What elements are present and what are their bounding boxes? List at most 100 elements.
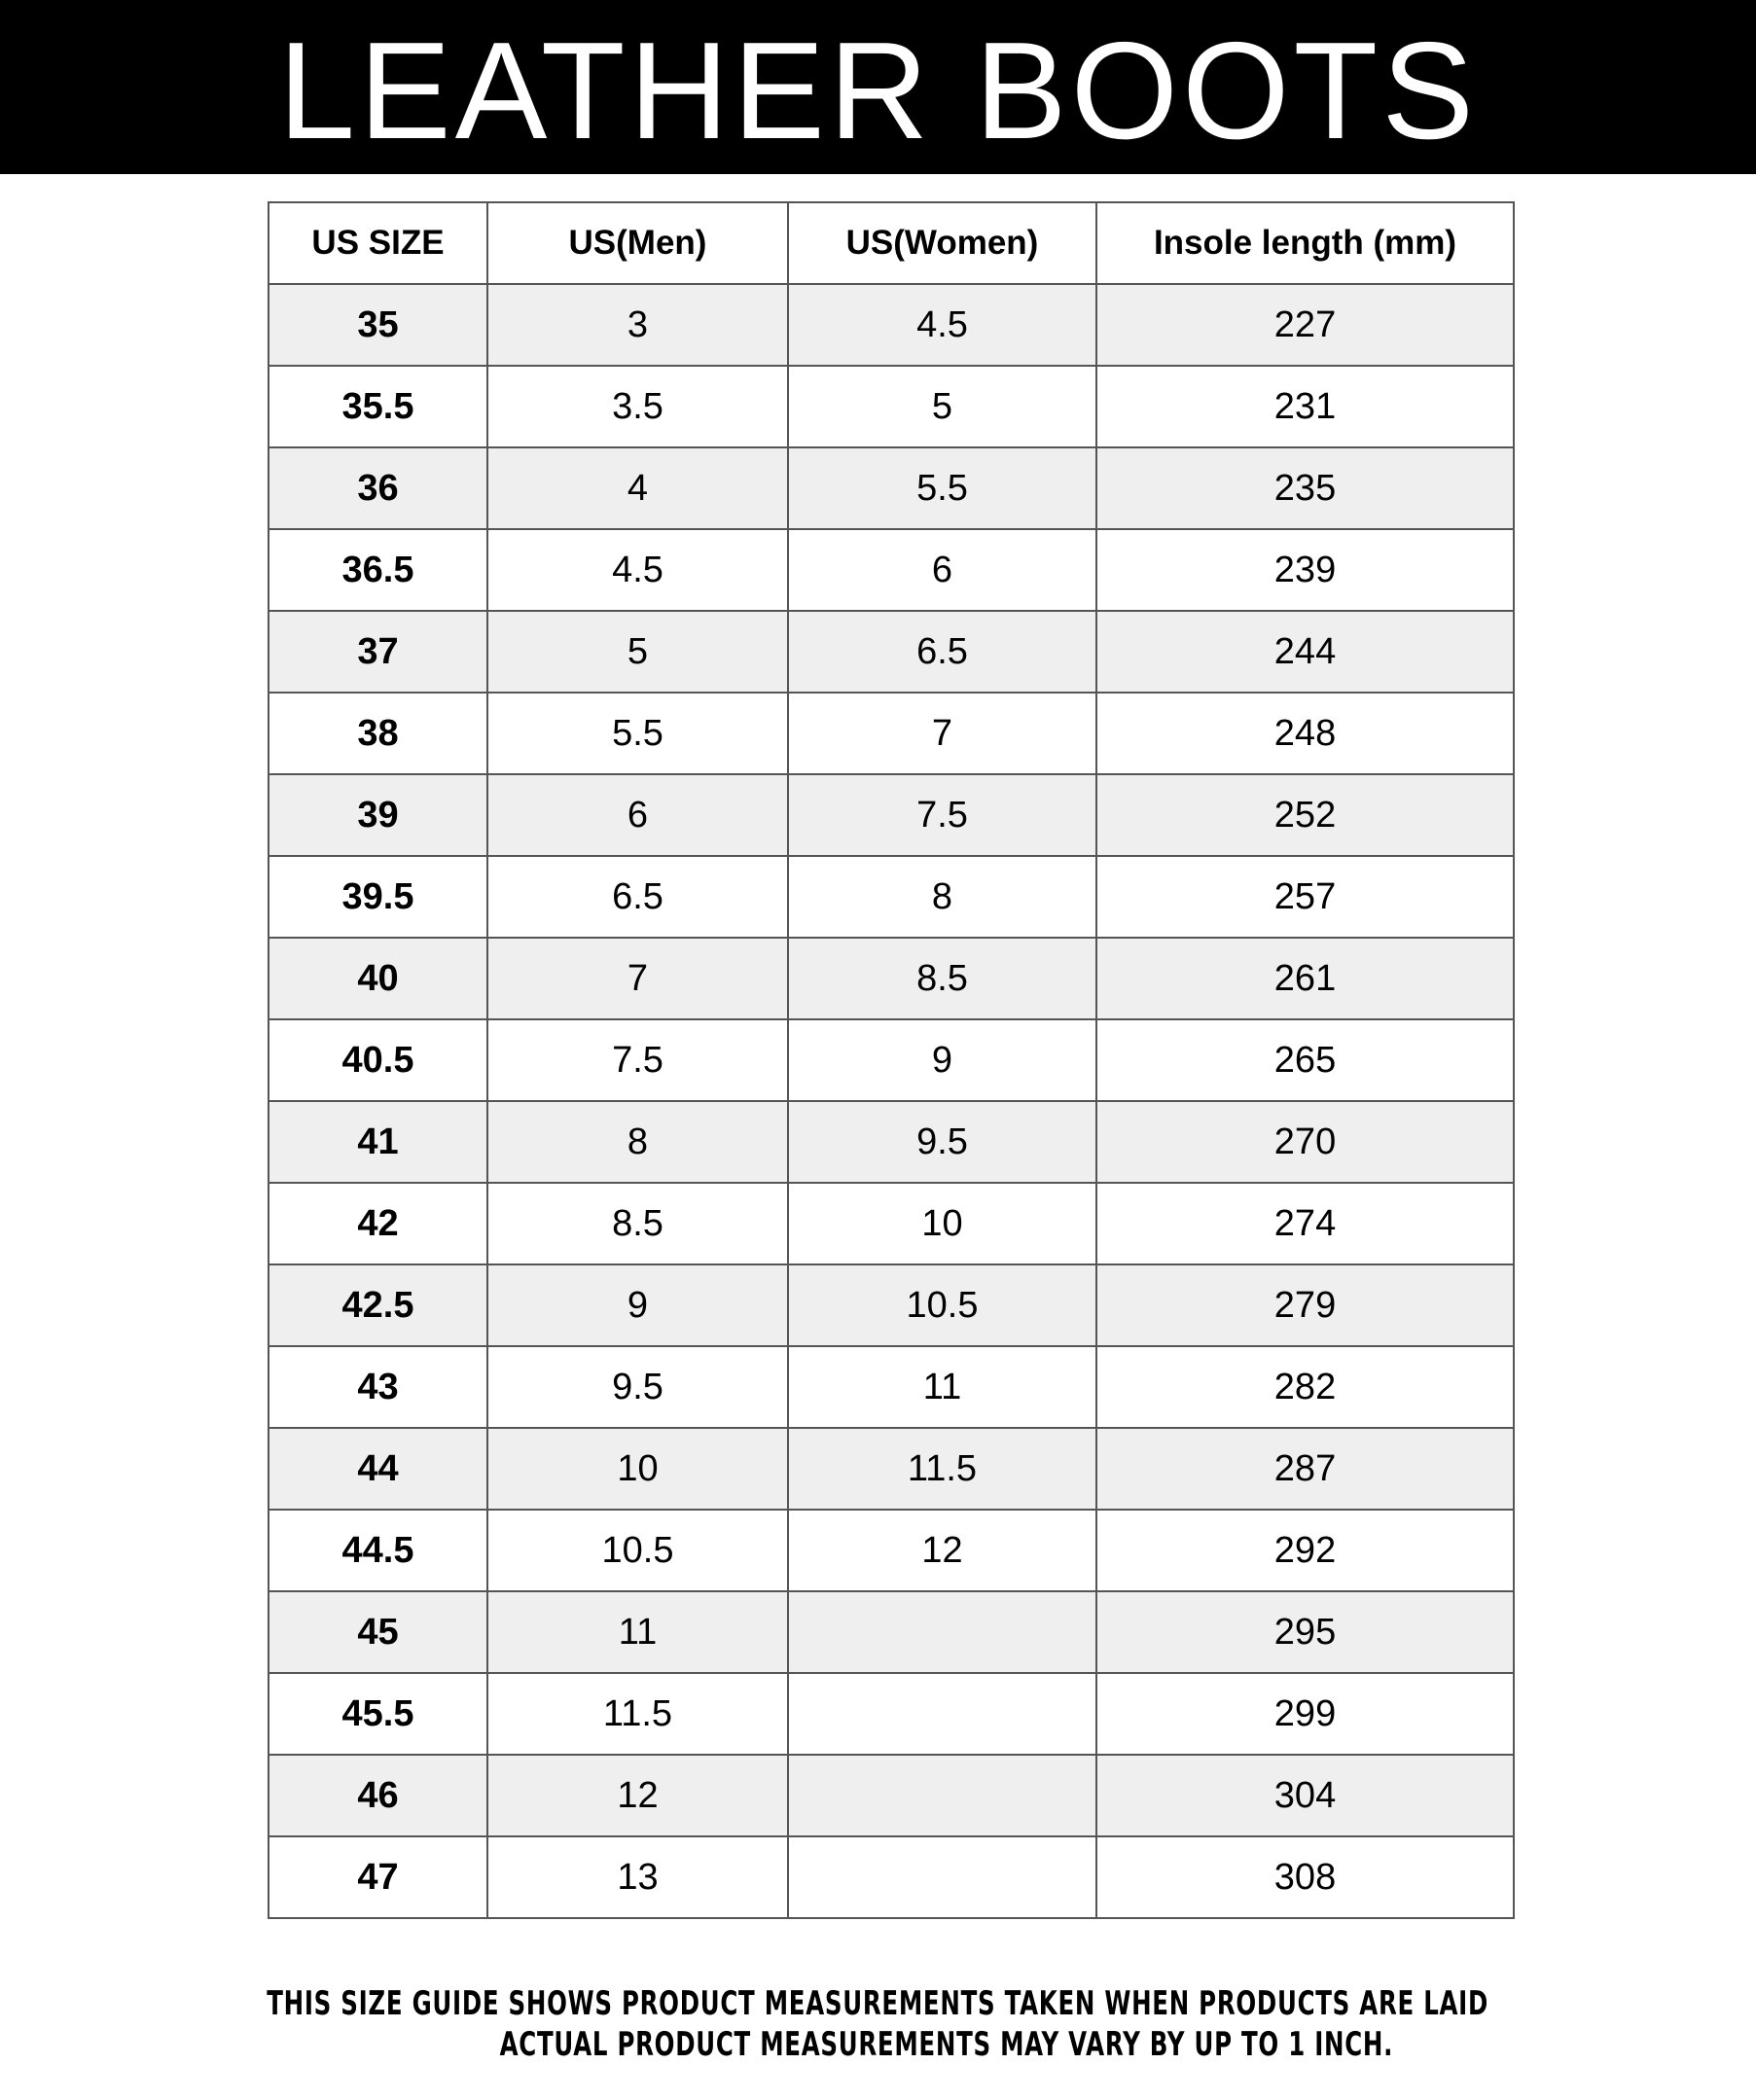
cell-us-men: 6.5 — [486, 855, 789, 939]
size-chart-table: US SIZE US(Men) US(Women) Insole length … — [268, 201, 1515, 1919]
cell-us-size: 39.5 — [268, 855, 488, 939]
table-row: 45.5 11.5 299 — [268, 1672, 1515, 1756]
cell-us-size: 46 — [268, 1754, 488, 1837]
cell-us-men: 8 — [486, 1100, 789, 1184]
table-row: 41 8 9.5 270 — [268, 1100, 1515, 1184]
cell-insole-length: 227 — [1095, 283, 1515, 367]
table-row: 35.5 3.5 5 231 — [268, 365, 1515, 448]
cell-us-men: 10 — [486, 1427, 789, 1511]
cell-insole-length: 248 — [1095, 692, 1515, 775]
cell-us-men: 3 — [486, 283, 789, 367]
cell-us-women: 4.5 — [787, 283, 1097, 367]
cell-us-women: 8.5 — [787, 937, 1097, 1020]
title-banner: LEATHER BOOTS — [0, 0, 1756, 174]
cell-us-women: 12 — [787, 1509, 1097, 1592]
table-row: 36.5 4.5 6 239 — [268, 528, 1515, 612]
cell-us-men: 6 — [486, 773, 789, 857]
cell-us-men: 7 — [486, 937, 789, 1020]
cell-insole-length: 304 — [1095, 1754, 1515, 1837]
footer-text-2: ACTUAL PRODUCT MEASUREMENTS MAY VARY BY … — [499, 2025, 1393, 2064]
cell-us-size: 35.5 — [268, 365, 488, 448]
cell-us-men: 11 — [486, 1590, 789, 1674]
cell-us-men: 9.5 — [486, 1345, 789, 1429]
table-row: 43 9.5 11 282 — [268, 1345, 1515, 1429]
cell-us-men: 5 — [486, 610, 789, 694]
cell-us-size: 45.5 — [268, 1672, 488, 1756]
table-row: 44 10 11.5 287 — [268, 1427, 1515, 1511]
cell-insole-length: 235 — [1095, 446, 1515, 530]
cell-us-men: 4.5 — [486, 528, 789, 612]
table-row: 36 4 5.5 235 — [268, 446, 1515, 530]
cell-us-size: 39 — [268, 773, 488, 857]
cell-us-women — [787, 1754, 1097, 1837]
header-us-women: US(Women) — [787, 201, 1097, 285]
cell-insole-length: 279 — [1095, 1264, 1515, 1347]
cell-us-men: 7.5 — [486, 1018, 789, 1102]
footer-note-line-1: THIS SIZE GUIDE SHOWS PRODUCT MEASUREMEN… — [0, 1984, 1756, 2023]
cell-us-women: 8 — [787, 855, 1097, 939]
cell-us-men: 5.5 — [486, 692, 789, 775]
table-row: 42.5 9 10.5 279 — [268, 1264, 1515, 1347]
cell-insole-length: 265 — [1095, 1018, 1515, 1102]
table-row: 40.5 7.5 9 265 — [268, 1018, 1515, 1102]
cell-insole-length: 299 — [1095, 1672, 1515, 1756]
cell-us-men: 4 — [486, 446, 789, 530]
cell-us-women: 11.5 — [787, 1427, 1097, 1511]
cell-us-men: 11.5 — [486, 1672, 789, 1756]
table-row: 39 6 7.5 252 — [268, 773, 1515, 857]
cell-us-women: 6.5 — [787, 610, 1097, 694]
cell-us-size: 40 — [268, 937, 488, 1020]
page-title: LEATHER BOOTS — [278, 13, 1478, 168]
cell-insole-length: 292 — [1095, 1509, 1515, 1592]
header-insole-length: Insole length (mm) — [1095, 201, 1515, 285]
cell-us-women — [787, 1835, 1097, 1919]
cell-us-size: 42 — [268, 1182, 488, 1265]
cell-us-size: 42.5 — [268, 1264, 488, 1347]
cell-us-men: 13 — [486, 1835, 789, 1919]
header-us-men: US(Men) — [486, 201, 789, 285]
cell-us-size: 38 — [268, 692, 488, 775]
cell-us-size: 47 — [268, 1835, 488, 1919]
table-row: 44.5 10.5 12 292 — [268, 1509, 1515, 1592]
cell-us-women — [787, 1672, 1097, 1756]
table-row: 35 3 4.5 227 — [268, 283, 1515, 367]
cell-us-women: 10.5 — [787, 1264, 1097, 1347]
table-row: 46 12 304 — [268, 1754, 1515, 1837]
table-row: 40 7 8.5 261 — [268, 937, 1515, 1020]
table-row: 42 8.5 10 274 — [268, 1182, 1515, 1265]
cell-us-size: 36.5 — [268, 528, 488, 612]
table-row: 45 11 295 — [268, 1590, 1515, 1674]
cell-us-women: 11 — [787, 1345, 1097, 1429]
cell-us-size: 45 — [268, 1590, 488, 1674]
cell-us-size: 43 — [268, 1345, 488, 1429]
cell-us-size: 35 — [268, 283, 488, 367]
cell-us-women: 9 — [787, 1018, 1097, 1102]
cell-us-women: 5.5 — [787, 446, 1097, 530]
cell-insole-length: 239 — [1095, 528, 1515, 612]
cell-us-men: 8.5 — [486, 1182, 789, 1265]
cell-us-size: 37 — [268, 610, 488, 694]
cell-insole-length: 282 — [1095, 1345, 1515, 1429]
cell-us-men: 10.5 — [486, 1509, 789, 1592]
table-row: 37 5 6.5 244 — [268, 610, 1515, 694]
cell-insole-length: 244 — [1095, 610, 1515, 694]
table-row: 47 13 308 — [268, 1835, 1515, 1919]
cell-us-size: 41 — [268, 1100, 488, 1184]
cell-insole-length: 252 — [1095, 773, 1515, 857]
table-row: 39.5 6.5 8 257 — [268, 855, 1515, 939]
cell-insole-length: 261 — [1095, 937, 1515, 1020]
cell-us-women: 9.5 — [787, 1100, 1097, 1184]
cell-insole-length: 270 — [1095, 1100, 1515, 1184]
cell-insole-length: 257 — [1095, 855, 1515, 939]
cell-us-women — [787, 1590, 1097, 1674]
cell-us-men: 3.5 — [486, 365, 789, 448]
footer-text-1: THIS SIZE GUIDE SHOWS PRODUCT MEASUREMEN… — [267, 1984, 1489, 2023]
cell-insole-length: 295 — [1095, 1590, 1515, 1674]
cell-insole-length: 308 — [1095, 1835, 1515, 1919]
cell-us-women: 6 — [787, 528, 1097, 612]
cell-us-size: 36 — [268, 446, 488, 530]
cell-us-size: 44 — [268, 1427, 488, 1511]
cell-us-men: 12 — [486, 1754, 789, 1837]
cell-us-women: 5 — [787, 365, 1097, 448]
header-row: US SIZE US(Men) US(Women) Insole length … — [268, 201, 1515, 285]
